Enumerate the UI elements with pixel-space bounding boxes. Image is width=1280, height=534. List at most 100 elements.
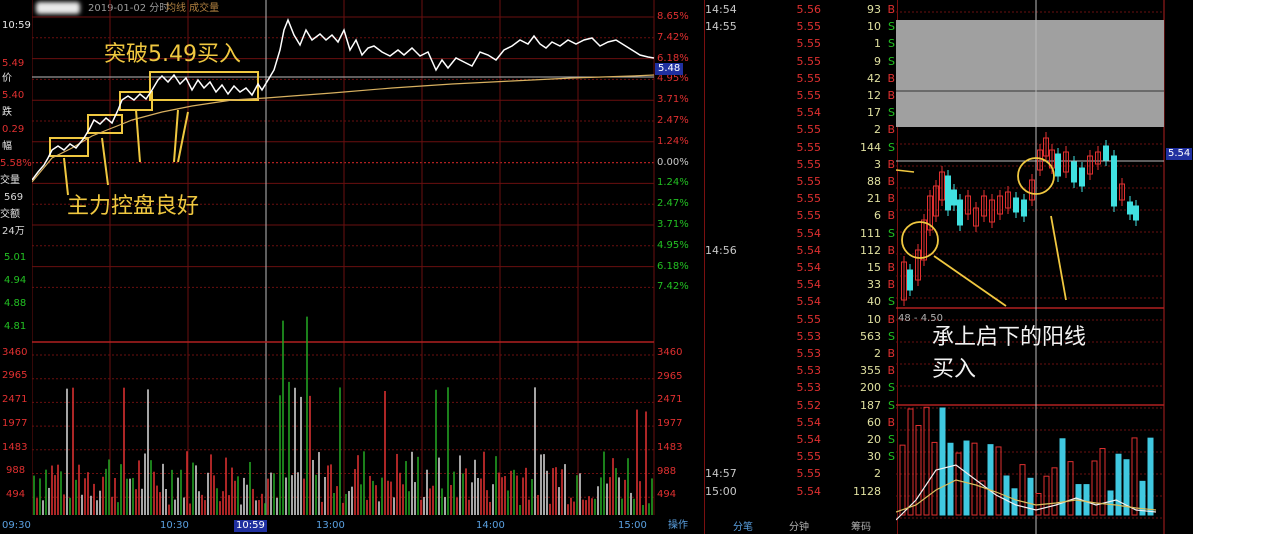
kline-volume-bar xyxy=(1027,477,1034,516)
candle-body xyxy=(981,195,987,217)
tick-direction: B xyxy=(887,175,895,188)
tick-direction: S xyxy=(888,295,895,309)
candle-body xyxy=(951,189,957,206)
kline-annotations xyxy=(896,157,1067,307)
highlight-box xyxy=(49,137,89,157)
tick-row: 5.55 3 B xyxy=(705,158,896,171)
annotation-arrow xyxy=(173,109,179,163)
annotation-control: 主力控盘良好 xyxy=(67,194,200,219)
tick-volume: 9 xyxy=(874,54,881,68)
info-amount-value: 24万 xyxy=(2,226,25,237)
right-axis-label: 3.71% xyxy=(657,94,689,106)
tab-operation[interactable]: 操作 xyxy=(668,520,688,531)
kline-volume-bar xyxy=(1051,467,1058,516)
tab-minutes[interactable]: 分钟 xyxy=(789,522,809,533)
right-axis-label: 1.24% xyxy=(657,177,689,189)
tick-price: 5.53 xyxy=(796,381,822,395)
kline-volume-bar xyxy=(1099,448,1106,516)
tick-row: 5.53 563 S xyxy=(705,329,896,343)
tick-price: 5.55 xyxy=(796,192,822,206)
tick-price: 5.55 xyxy=(796,467,822,481)
tick-row: 5.54 40 S xyxy=(705,295,896,309)
kline-candles xyxy=(901,132,1139,306)
tick-direction: B xyxy=(887,415,895,429)
tick-price: 5.55 xyxy=(796,123,822,137)
tick-volume: 112 xyxy=(860,243,881,257)
vol-axis-left-1: 3460 xyxy=(2,347,28,358)
right-price-axis: 8.65% 7.42% 6.18% 4.95% 3.71% 2.47% 1.24% 0.00%… xyxy=(655,0,703,534)
candle-body xyxy=(945,175,951,211)
info-volume-label: 交量 xyxy=(0,175,20,186)
tick-direction: B xyxy=(887,312,895,326)
tick-volume: 33 xyxy=(867,278,881,292)
time-axis-3: 10:59 xyxy=(234,520,267,532)
tick-price: 5.54 xyxy=(796,295,822,309)
tick-row: 5.54 111 S xyxy=(705,226,896,240)
kline-volume-bar xyxy=(1115,453,1122,516)
right-axis-label: 3.71% xyxy=(657,219,689,230)
annotation-arrow xyxy=(101,137,109,186)
kline-range-label: 48 - 4.50 xyxy=(898,313,943,324)
tick-price: 5.55 xyxy=(796,312,822,326)
tick-direction: S xyxy=(888,226,895,240)
tick-volume: 2 xyxy=(874,467,881,481)
tick-volume: 93 xyxy=(867,3,881,16)
tick-volume: 6 xyxy=(874,209,881,223)
tab-chips[interactable]: 筹码 xyxy=(851,522,871,533)
right-vol-label: 2471 xyxy=(657,394,683,406)
tick-row: 5.55 88 B xyxy=(705,175,896,188)
kline-volume-bar xyxy=(1067,461,1074,516)
tick-volume: 42 xyxy=(867,71,881,85)
candle-body xyxy=(957,199,963,226)
candle-body xyxy=(1103,145,1109,161)
tick-direction: B xyxy=(887,278,895,292)
candle-body xyxy=(1071,161,1077,183)
tick-row: 5.53 2 B xyxy=(705,347,896,360)
info-pct-value: 5.58% xyxy=(0,158,32,169)
tick-row: 5.55 9 S xyxy=(705,54,896,68)
kline-volume-bar xyxy=(955,452,962,516)
tick-direction: B xyxy=(887,123,895,137)
info-pct-label: 幅 xyxy=(2,141,12,152)
tick-row: 14:55 5.55 10 S xyxy=(705,20,895,33)
candle-body xyxy=(939,171,945,201)
gray-overlay xyxy=(896,20,1164,127)
tick-volume: 187 xyxy=(860,398,881,412)
tick-time: 14:57 xyxy=(705,467,737,481)
candle-body xyxy=(1029,179,1035,201)
tick-direction: B xyxy=(887,243,895,257)
kline-volume-bar xyxy=(1059,438,1066,516)
tick-row: 5.54 60 B xyxy=(705,415,896,429)
tick-price: 5.55 xyxy=(796,37,822,51)
tab-ticks[interactable]: 分笔 xyxy=(733,522,753,533)
tick-list-panel: 14:54 5.56 93 B 14:55 5.55 10 S 5.55 1 S 5.55 9 S 5.55… xyxy=(704,0,898,534)
tick-row: 5.55 144 S xyxy=(705,141,896,154)
tick-row: 14:54 5.56 93 B xyxy=(705,3,895,16)
kline-volume-bar xyxy=(1091,460,1098,516)
right-axis-label: 6.18% xyxy=(657,260,689,272)
kline-volume-bar xyxy=(915,425,922,516)
price-line xyxy=(32,17,655,181)
average-price-line xyxy=(32,74,655,183)
kline-volume-bar xyxy=(1131,437,1138,516)
tick-price: 5.54 xyxy=(796,226,822,240)
left-info-panel: 10:59 价 5.49 5.40 跌 0.29 幅 5.58% 交量 569 … xyxy=(0,0,32,534)
info-volume-value: 569 xyxy=(4,192,24,203)
right-axis-label: 6.18% xyxy=(657,52,689,64)
chart-grid xyxy=(32,0,655,515)
kline-highlight-circle xyxy=(901,221,939,259)
tick-volume: 111 xyxy=(860,226,881,240)
tick-row: 5.55 6 B xyxy=(705,209,896,223)
tick-price: 5.54 xyxy=(796,484,822,498)
tick-volume: 12 xyxy=(867,89,881,102)
tick-price: 5.55 xyxy=(796,175,822,188)
candle-body xyxy=(997,195,1003,215)
tick-row: 14:56 5.54 112 B xyxy=(705,244,895,257)
tick-price: 5.53 xyxy=(796,329,822,343)
tick-volume: 355 xyxy=(860,364,881,378)
tick-direction: B xyxy=(887,89,895,102)
tick-price: 5.55 xyxy=(796,20,822,34)
tick-row: 5.53 355 B xyxy=(705,364,896,378)
kline-volume-bar xyxy=(939,407,946,516)
